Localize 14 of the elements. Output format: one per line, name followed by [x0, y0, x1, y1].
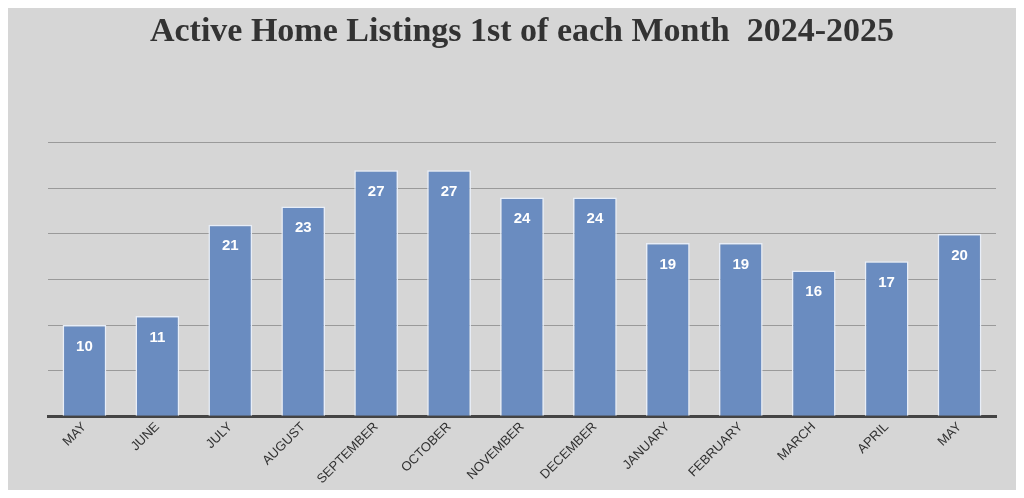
data-label: 20: [951, 245, 968, 263]
data-label: 11: [149, 327, 166, 345]
data-label: 27: [367, 181, 385, 199]
chart-title: Active Home Listings 1st of each Month 2024-2025: [149, 11, 895, 49]
data-label: 21: [221, 236, 239, 254]
data-label: 27: [440, 181, 458, 199]
data-label: 10: [76, 336, 93, 354]
data-label: 19: [732, 254, 750, 272]
data-label: 24: [586, 209, 604, 227]
data-label: 16: [805, 282, 823, 300]
data-label: 17: [878, 272, 895, 290]
data-label: 24: [513, 209, 531, 227]
data-label: 19: [659, 254, 677, 272]
data-label: 23: [294, 218, 312, 236]
